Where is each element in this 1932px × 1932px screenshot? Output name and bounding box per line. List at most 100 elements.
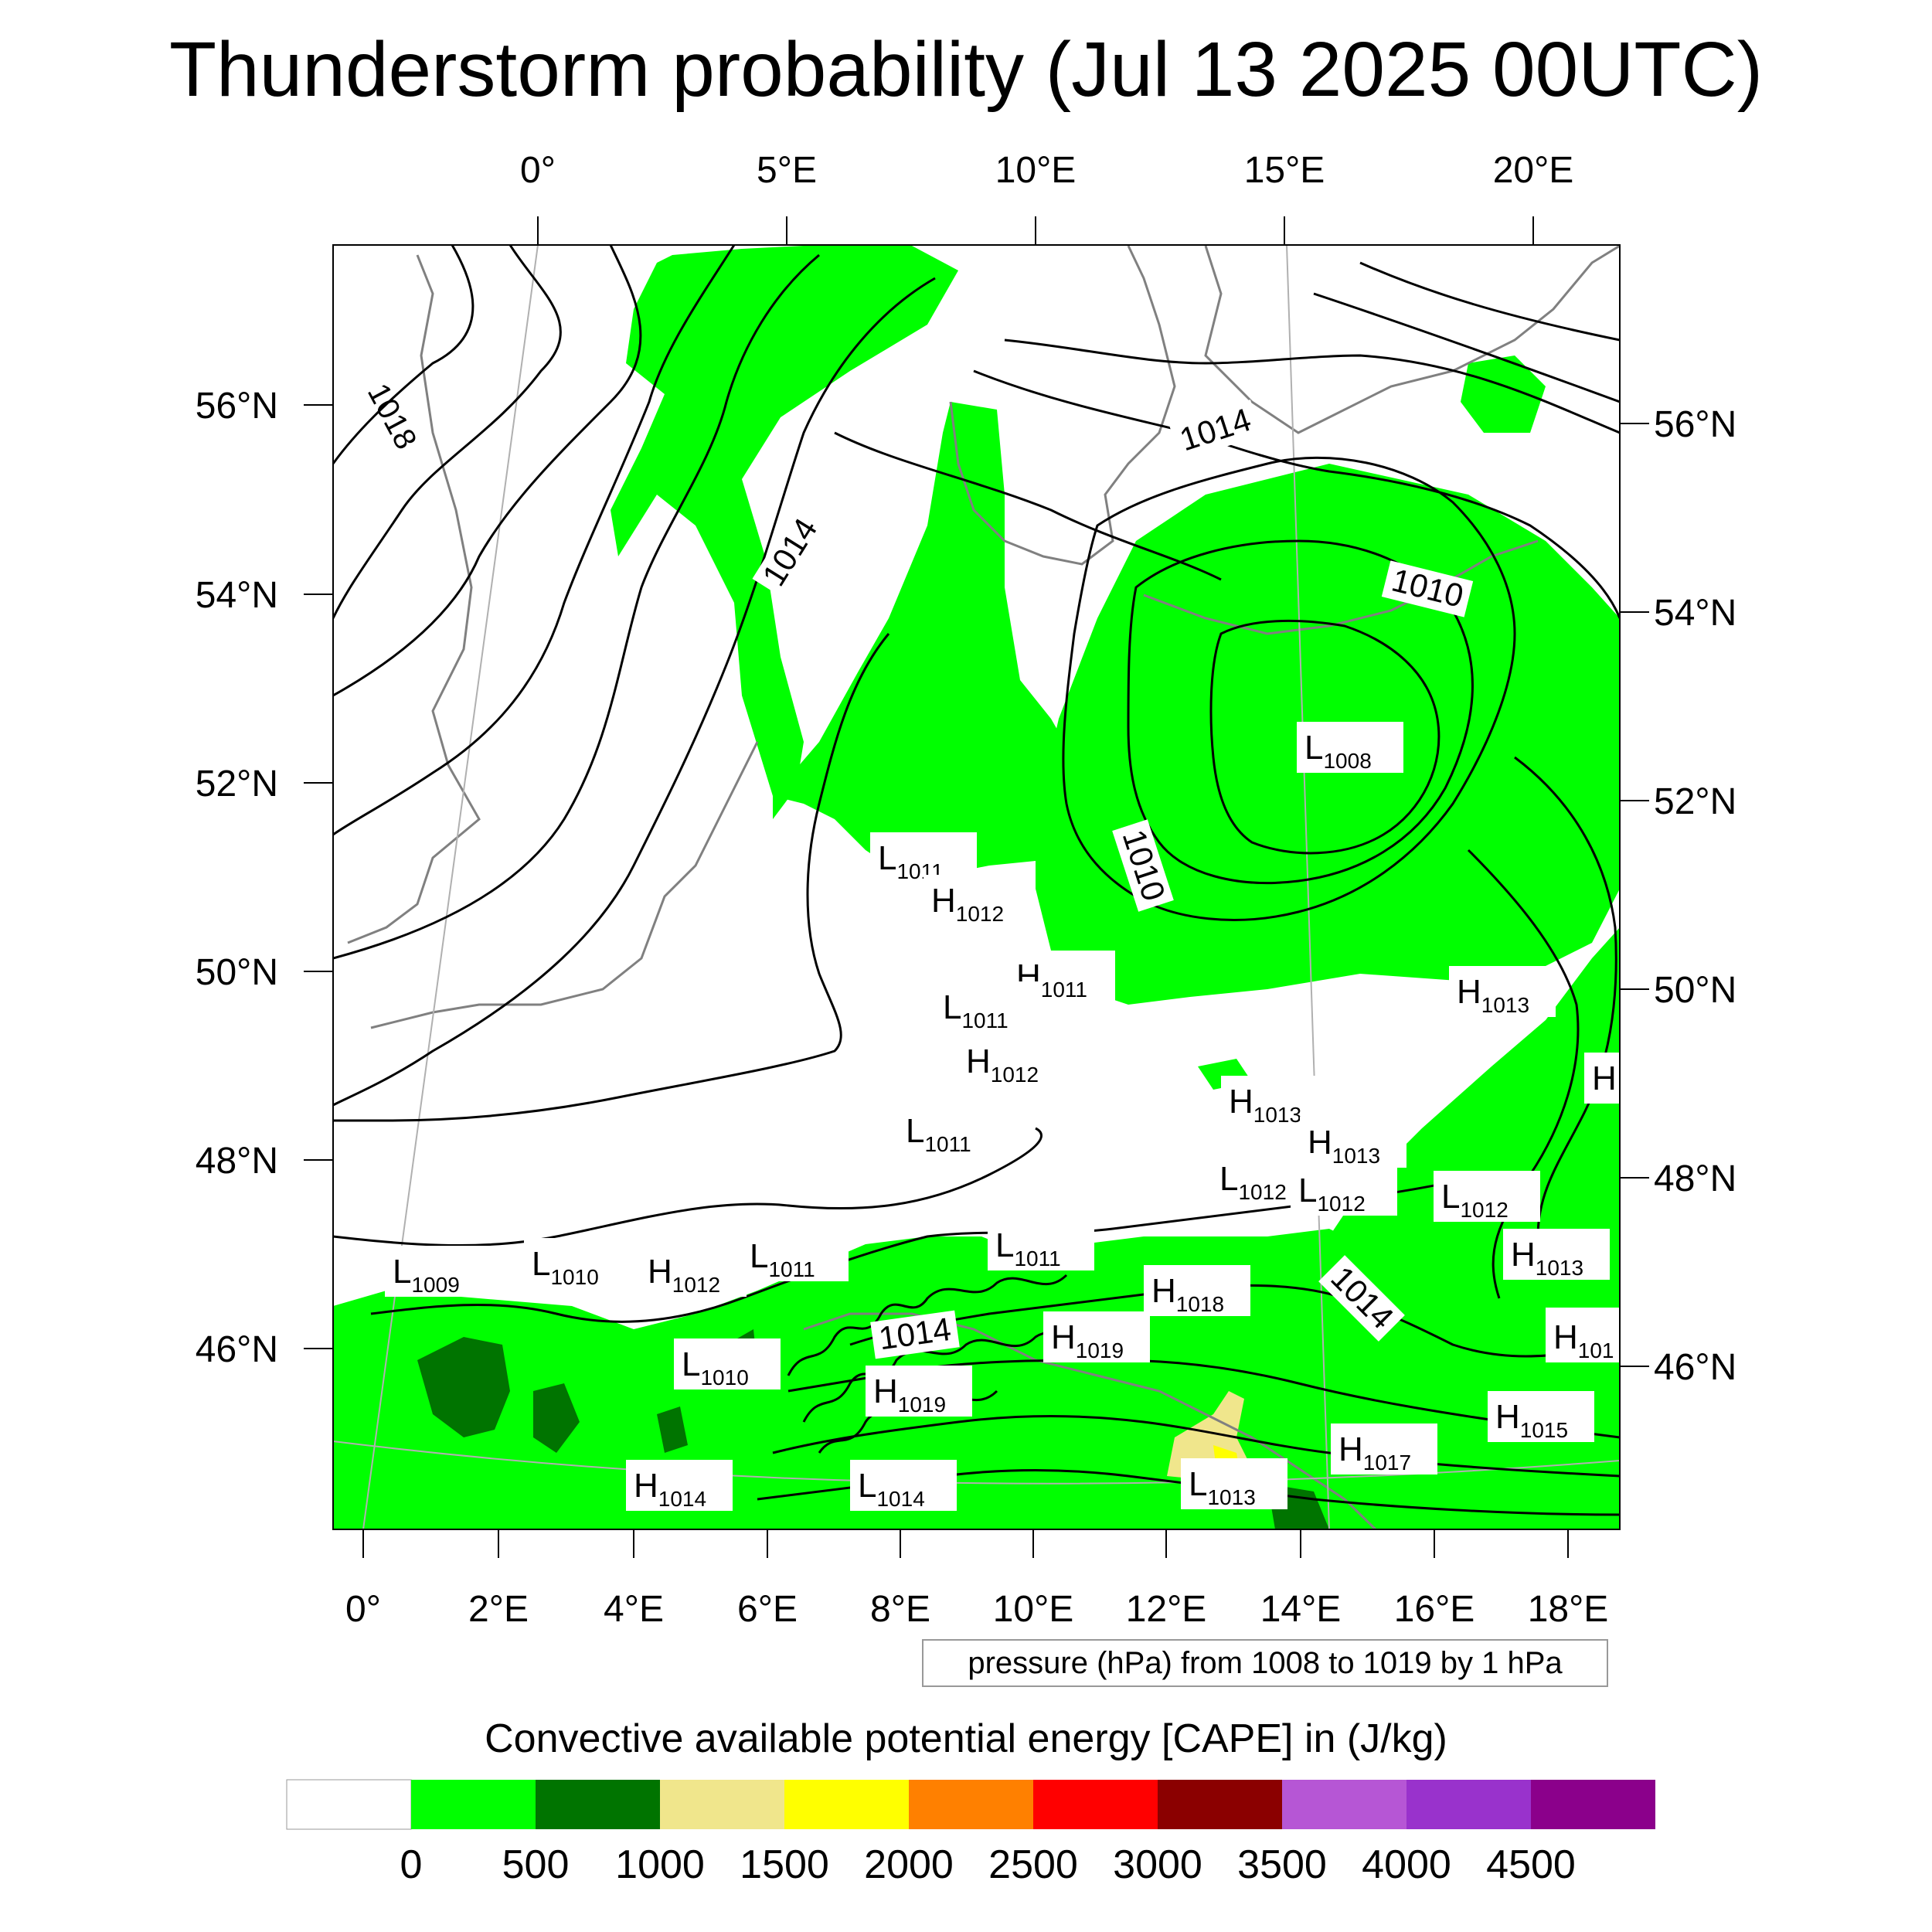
top-lon-label: 20°E [1493,150,1574,191]
coastline-adriatic [803,1312,1377,1529]
colorbar-tick-label: 2500 [988,1842,1078,1887]
pressure-center-label: L1008 [1297,722,1403,773]
bottom-lon-label: 16°E [1394,1589,1475,1630]
top-lon-label: 15°E [1244,150,1325,191]
cape-colorbar-ticks: 0 500 1000 1500 2000 2500 3000 3500 4000 4500 [400,1842,1576,1887]
bottom-lon-label: 10°E [993,1589,1074,1630]
bottom-lon-label: 6°E [737,1589,798,1630]
pressure-center-value: 1019 [1076,1338,1124,1362]
pressure-center-label: H101 [1546,1311,1620,1362]
graticule-lon-0 [362,245,539,1529]
colorbar-tick-label: 1000 [615,1842,705,1887]
coastline-britain [347,254,481,944]
colorbar-box [784,1780,909,1829]
isobar-1014-east [1313,292,1620,403]
cape-region-northwest [611,246,958,819]
pressure-center-label: L1012 [1434,1171,1540,1222]
bottom-lon-label: 4°E [604,1589,664,1630]
pressure-center-label: L1009 [385,1246,492,1297]
colorbar-tick-label: 3000 [1113,1842,1202,1887]
pressure-center-label: L1012 [1212,1153,1318,1204]
bottom-lon-label: 12°E [1126,1589,1207,1630]
isobar-1013 [333,277,936,1107]
coastline-baltic-south [1143,539,1539,635]
isobar-1012-central [333,633,890,1122]
colorbar-tick-label: 1500 [740,1842,829,1887]
pressure-center-value: 1013 [1332,1144,1380,1168]
pressure-center-label: H1013 [1503,1229,1610,1280]
cape-region-darkgreen-2 [533,1383,580,1453]
pressure-center-value: 1011 [961,1009,1008,1032]
isobar-1009-ring [1209,619,1440,855]
right-lat-label: 46°N [1654,1347,1736,1388]
isobar-1018 [333,245,474,464]
left-lat-label: 52°N [196,764,278,804]
pressure-center-labels: L1008L1011H1012H1011L1011H1012H1013H1013… [385,722,1620,1511]
pressure-center-type: H1017 [1338,1430,1411,1475]
colorbar-box [660,1780,784,1829]
top-lon-labels: 0° 5°E 10°E 15°E 20°E [520,150,1573,191]
pressure-center-value: 1017 [1363,1451,1411,1475]
left-lat-label: 56°N [196,386,278,427]
pressure-center-label: H1011 [1009,951,1115,1002]
top-lon-label: 5°E [757,150,817,191]
pressure-contour-note: pressure (hPa) from 1008 to 1019 by 1 hP… [922,1639,1608,1687]
contour-labels: 1018 1014 1014 1010 1010 1014 [361,378,1474,1359]
isobar-1015 [333,245,736,836]
pressure-center-label: L1012 [1291,1165,1397,1216]
pressure-center-type: L1012 [1298,1172,1366,1216]
coastline-continent-west [370,741,759,1029]
pressure-center-value: 1014 [876,1487,924,1511]
isobar-alps-wiggle-1 [787,1274,1068,1376]
pressure-center-type: H1018 [1151,1272,1224,1316]
pressure-center-type: H [1592,1060,1617,1097]
pressure-center-label: H1019 [1043,1311,1150,1362]
pressure-center-label: H1012 [923,875,1030,926]
left-lat-label: 48°N [196,1141,278,1182]
colorbar-box [1282,1780,1406,1829]
pressure-center-value: 1011 [768,1257,815,1281]
pressure-center-label: L1011 [898,1105,1005,1156]
isobar-1014-east-tail [1467,849,1580,1299]
pressure-center-value: 1011 [924,1132,971,1156]
right-lat-labels: 56°N 54°N 52°N 50°N 48°N 46°N [1654,404,1736,1388]
pressure-center-label: L1011 [988,1219,1094,1270]
bottom-lon-label: 18°E [1528,1589,1609,1630]
cape-region-patch-1 [1461,355,1546,433]
pressure-center-label: L1011 [742,1230,849,1281]
pressure-center-label: H1018 [1144,1265,1250,1316]
pressure-center-label: H1019 [866,1366,972,1417]
pressure-center-value: 1010 [700,1366,748,1389]
right-lat-label: 48°N [1654,1158,1736,1199]
pressure-center-label: L1011 [870,832,977,883]
colorbar-box [1531,1780,1655,1829]
isobar-1011-ring [1062,456,1516,921]
isobar-1012-ne [834,431,1222,581]
pressure-center-label: H1012 [640,1246,747,1297]
colorbar-box [411,1780,536,1829]
pressure-center-label: H1017 [1331,1423,1437,1475]
bottom-lon-label: 0° [345,1589,381,1630]
pressure-center-value: 1011 [1014,1247,1060,1270]
left-lat-label: 54°N [196,575,278,616]
isobar-1012-south [333,1127,1043,1247]
pressure-center-value: 1012 [1238,1180,1286,1204]
pressure-center-value: 1012 [956,902,1004,926]
isobar-1014-ne [1004,338,1620,434]
isobar-1013-east-tail [1514,756,1617,1237]
pressure-center-value: 1013 [1536,1256,1583,1280]
colorbar-box [286,1779,412,1830]
isobar-1013-ne [973,369,1620,619]
pressure-center-value: 1012 [1317,1192,1365,1216]
pressure-center-value: 1012 [991,1063,1039,1087]
page-title: Thunderstorm probability (Jul 13 2025 00… [168,26,1764,113]
pressure-center-label: L1013 [1181,1458,1287,1509]
colorbar-tick-label: 3500 [1237,1842,1327,1887]
top-lon-label: 0° [520,150,556,191]
pressure-center-label: H1013 [1449,966,1556,1017]
pressure-center-label: L1010 [524,1238,631,1289]
pressure-center-value: 1019 [898,1393,946,1417]
bottom-lon-label: 14°E [1260,1589,1342,1630]
colorbar-title: Convective available potential energy [C… [485,1716,1447,1761]
